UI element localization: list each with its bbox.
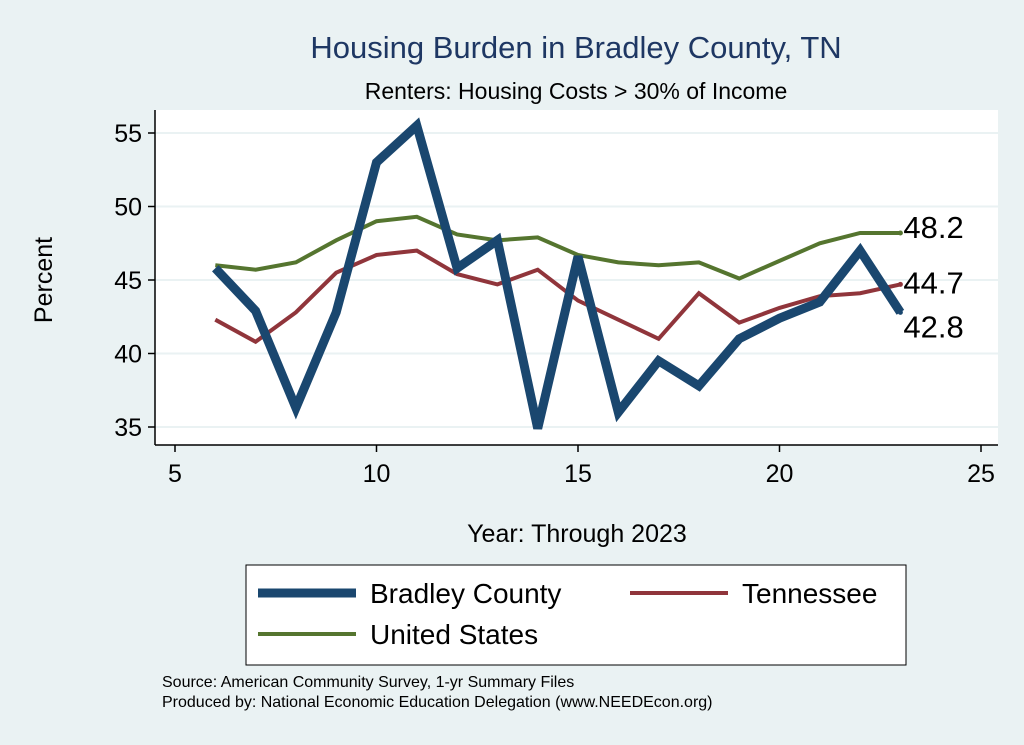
end-marker bbox=[897, 281, 903, 287]
y-tick-label: 35 bbox=[114, 414, 142, 442]
x-tick-label: 10 bbox=[363, 460, 391, 488]
series-line-tennessee bbox=[214, 248, 901, 345]
produced-by-note: Produced by: National Economic Education… bbox=[162, 694, 713, 711]
series-line-united-states bbox=[215, 214, 901, 281]
legend bbox=[245, 564, 907, 666]
x-tick-label: 20 bbox=[766, 460, 794, 488]
x-tick-label: 5 bbox=[168, 460, 182, 488]
chart-subtitle: Renters: Housing Costs > 30% of Income bbox=[365, 78, 788, 104]
legend-label: Bradley County bbox=[370, 578, 561, 609]
source-note: Source: American Community Survey, 1-yr … bbox=[162, 674, 574, 691]
y-axis-label: Percent bbox=[30, 237, 58, 323]
end-label: 48.2 bbox=[903, 210, 963, 245]
x-tick-label: 25 bbox=[967, 460, 995, 488]
end-marker bbox=[897, 230, 903, 236]
end-label: 42.8 bbox=[903, 309, 963, 344]
chart-title: Housing Burden in Bradley County, TN bbox=[310, 30, 841, 65]
series-line-bradley-county bbox=[212, 117, 905, 430]
legend-label: United States bbox=[370, 619, 538, 650]
x-axis-label: Year: Through 2023 bbox=[467, 520, 687, 548]
y-tick-label: 40 bbox=[114, 341, 142, 369]
end-label: 44.7 bbox=[903, 265, 963, 300]
y-tick-label: 55 bbox=[114, 120, 142, 148]
legend-label: Tennessee bbox=[742, 578, 877, 609]
y-tick-label: 45 bbox=[114, 267, 142, 295]
y-tick-label: 50 bbox=[114, 194, 142, 222]
x-tick-label: 15 bbox=[564, 460, 592, 488]
end-marker bbox=[897, 309, 903, 315]
